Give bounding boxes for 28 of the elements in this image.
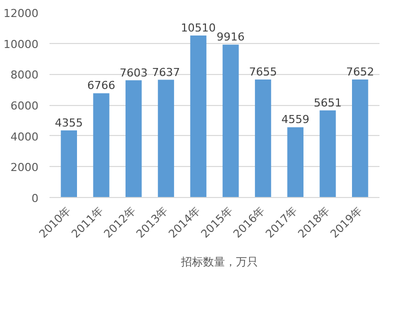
y-tick-label: 10000 (4, 38, 39, 51)
bar (126, 80, 142, 198)
y-tick-label: 8000 (10, 68, 39, 82)
bar (93, 93, 110, 198)
bar (254, 79, 272, 198)
bar (352, 80, 368, 198)
data-label: 9916 (216, 30, 245, 44)
y-tick-label: 4000 (10, 130, 39, 144)
y-tick-label: 12000 (4, 7, 39, 20)
bar (158, 80, 174, 198)
data-label: 10510 (180, 21, 216, 34)
text: 招标数量，万只 (181, 254, 258, 270)
bar (190, 35, 206, 198)
y-tick-label: 0 (32, 192, 38, 205)
data-label: 4355 (54, 116, 83, 130)
bar (287, 127, 304, 198)
data-label: 7655 (249, 65, 278, 78)
data-label: 7637 (152, 66, 180, 79)
bar (320, 110, 336, 198)
bar (60, 130, 77, 198)
data-label: 7603 (120, 66, 148, 80)
data-label: 6766 (87, 79, 116, 92)
data-label: 7652 (346, 66, 374, 79)
y-tick-label: 2000 (10, 161, 39, 174)
y-tick-label: 6000 (10, 100, 39, 112)
bar (222, 44, 239, 198)
data-label: 4559 (281, 113, 310, 126)
data-label: 5651 (314, 96, 342, 110)
